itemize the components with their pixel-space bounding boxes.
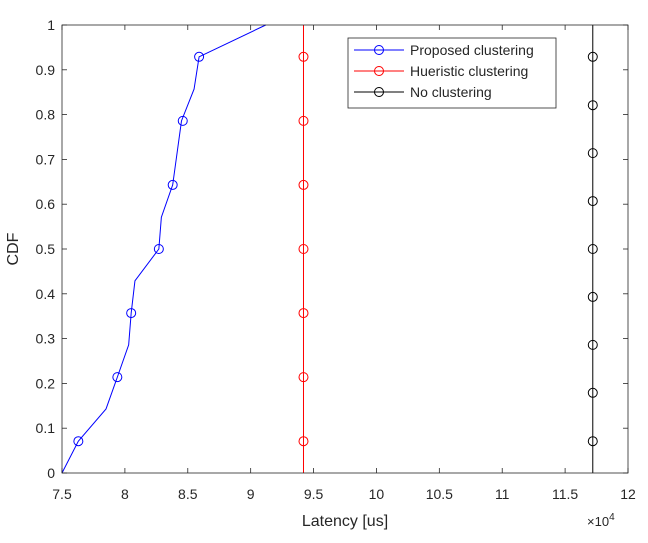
- legend-marker-3: [374, 87, 384, 97]
- y-tick-label: 0.9: [36, 62, 56, 78]
- series-2-marker: [298, 51, 309, 62]
- series-line-1: [61, 24, 266, 474]
- legend-label-1: Proposed clustering: [410, 42, 534, 58]
- series-2-marker: [298, 372, 309, 383]
- series-3-marker: [587, 244, 598, 254]
- x-tick-label: 10.5: [426, 486, 453, 502]
- y-tick-label: 0.1: [36, 420, 56, 436]
- series-3-marker: [587, 100, 598, 111]
- series-3-marker: [587, 291, 598, 302]
- series-2-marker: [298, 308, 309, 319]
- legend: Proposed clustering Hueristic clustering N…: [347, 37, 557, 109]
- y-tick-label: 0.7: [36, 151, 56, 167]
- y-tick-label: 0.2: [36, 375, 56, 391]
- series-1-marker: [167, 179, 178, 190]
- x-axis-multiplier: ×104: [587, 512, 615, 529]
- series-1-marker: [153, 244, 164, 254]
- y-tick-label: 0.3: [36, 331, 56, 347]
- y-tick-label: 0: [47, 465, 55, 481]
- legend-label-3: No clustering: [410, 84, 492, 100]
- x-axis-label: Latency [us]: [302, 513, 388, 530]
- x-tick-label: 8: [121, 486, 129, 502]
- x-axis-multiplier-exponent: 4: [609, 512, 615, 523]
- x-tick-label: 8.5: [178, 486, 198, 502]
- series-3-marker: [587, 387, 598, 398]
- series-3-marker: [587, 436, 598, 447]
- x-tick-label: 7.5: [52, 486, 72, 502]
- legend-marker-1: [374, 45, 384, 55]
- x-tick-label: 10: [369, 486, 385, 502]
- legend-label-2: Hueristic clustering: [410, 63, 528, 79]
- series-3-marker: [587, 196, 598, 207]
- series-2-marker: [298, 115, 309, 126]
- x-tick-label: 9.5: [304, 486, 324, 502]
- series-1-marker: [112, 372, 123, 383]
- x-tick-label: 11.5: [552, 486, 578, 502]
- series-1-marker: [126, 308, 137, 319]
- y-tick-label: 0.4: [36, 286, 56, 302]
- series-3-marker: [587, 51, 598, 62]
- x-axis: 7.5 8 8.5 9 9.5 10 10.5 11 11.5 12: [52, 25, 636, 502]
- x-axis-multiplier-base: ×10: [587, 514, 609, 529]
- y-tick-label: 0.6: [36, 196, 56, 212]
- series-3-marker: [587, 339, 598, 350]
- series-2-marker: [298, 179, 309, 190]
- data-layer: [61, 24, 598, 474]
- legend-marker-2: [374, 66, 384, 76]
- x-tick-label: 11: [495, 486, 510, 502]
- y-tick-label: 1: [47, 17, 55, 33]
- y-axis: 0 0.1 0.2 0.3 0.4 0.5 0.6 0.7 0.8 0.9 1: [36, 17, 628, 481]
- x-tick-label: 9: [247, 486, 255, 502]
- series-1-marker: [73, 436, 84, 447]
- series-1-marker: [194, 51, 205, 62]
- series-2-marker: [298, 244, 309, 254]
- series-1-marker: [177, 115, 188, 126]
- y-axis-label: CDF: [5, 232, 22, 265]
- y-tick-label: 0.5: [36, 241, 56, 257]
- series-3-marker: [587, 148, 598, 159]
- series-2-marker: [298, 436, 309, 447]
- y-tick-label: 0.8: [36, 107, 56, 123]
- x-tick-label: 12: [620, 486, 636, 502]
